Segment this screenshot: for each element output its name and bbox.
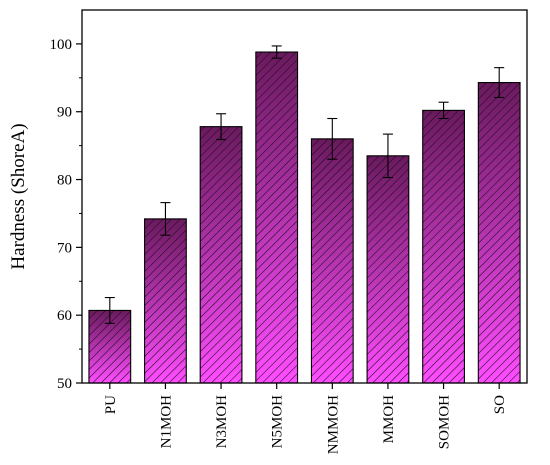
x-tick-label: PU <box>103 395 119 414</box>
bar-hatch-mmoh <box>366 155 410 384</box>
y-tick-label: 60 <box>57 308 72 324</box>
y-axis-title: Hardness (ShoreA) <box>8 123 29 269</box>
y-axis-ticks: 50 60 70 80 90 100 <box>50 37 82 392</box>
bar-hatch-nmmoh <box>310 138 354 384</box>
x-tick-label: N5MOH <box>270 395 286 449</box>
x-tick-label: N1MOH <box>158 395 174 449</box>
plot-frame <box>81 9 528 384</box>
x-tick-label: MMOH <box>381 395 397 444</box>
y-tick-label: 50 <box>57 376 72 392</box>
y-tick-label: 90 <box>57 105 72 121</box>
error-bars-layer <box>104 45 505 324</box>
y-tick-label: 80 <box>57 173 72 189</box>
x-tick-label: N3MOH <box>214 395 230 449</box>
x-tick-label: SOMOH <box>437 395 453 449</box>
y-tick-label: 70 <box>57 240 72 256</box>
bar-hatch-n1moh <box>144 218 187 384</box>
x-axis-ticks: PU N1MOH N3MOH N5MOH NMMOH MMOH SOMOH SO <box>103 383 508 454</box>
x-tick-label: NMMOH <box>325 395 341 454</box>
bars-layer <box>88 51 521 384</box>
x-tick-label: SO <box>492 395 508 414</box>
bar-hatch-somoh <box>422 109 465 384</box>
y-tick-label: 100 <box>50 37 73 53</box>
bar-hatch-n5moh <box>255 51 299 384</box>
bar-hatch-n3moh <box>199 126 243 384</box>
bar-hatch-so <box>477 82 521 384</box>
